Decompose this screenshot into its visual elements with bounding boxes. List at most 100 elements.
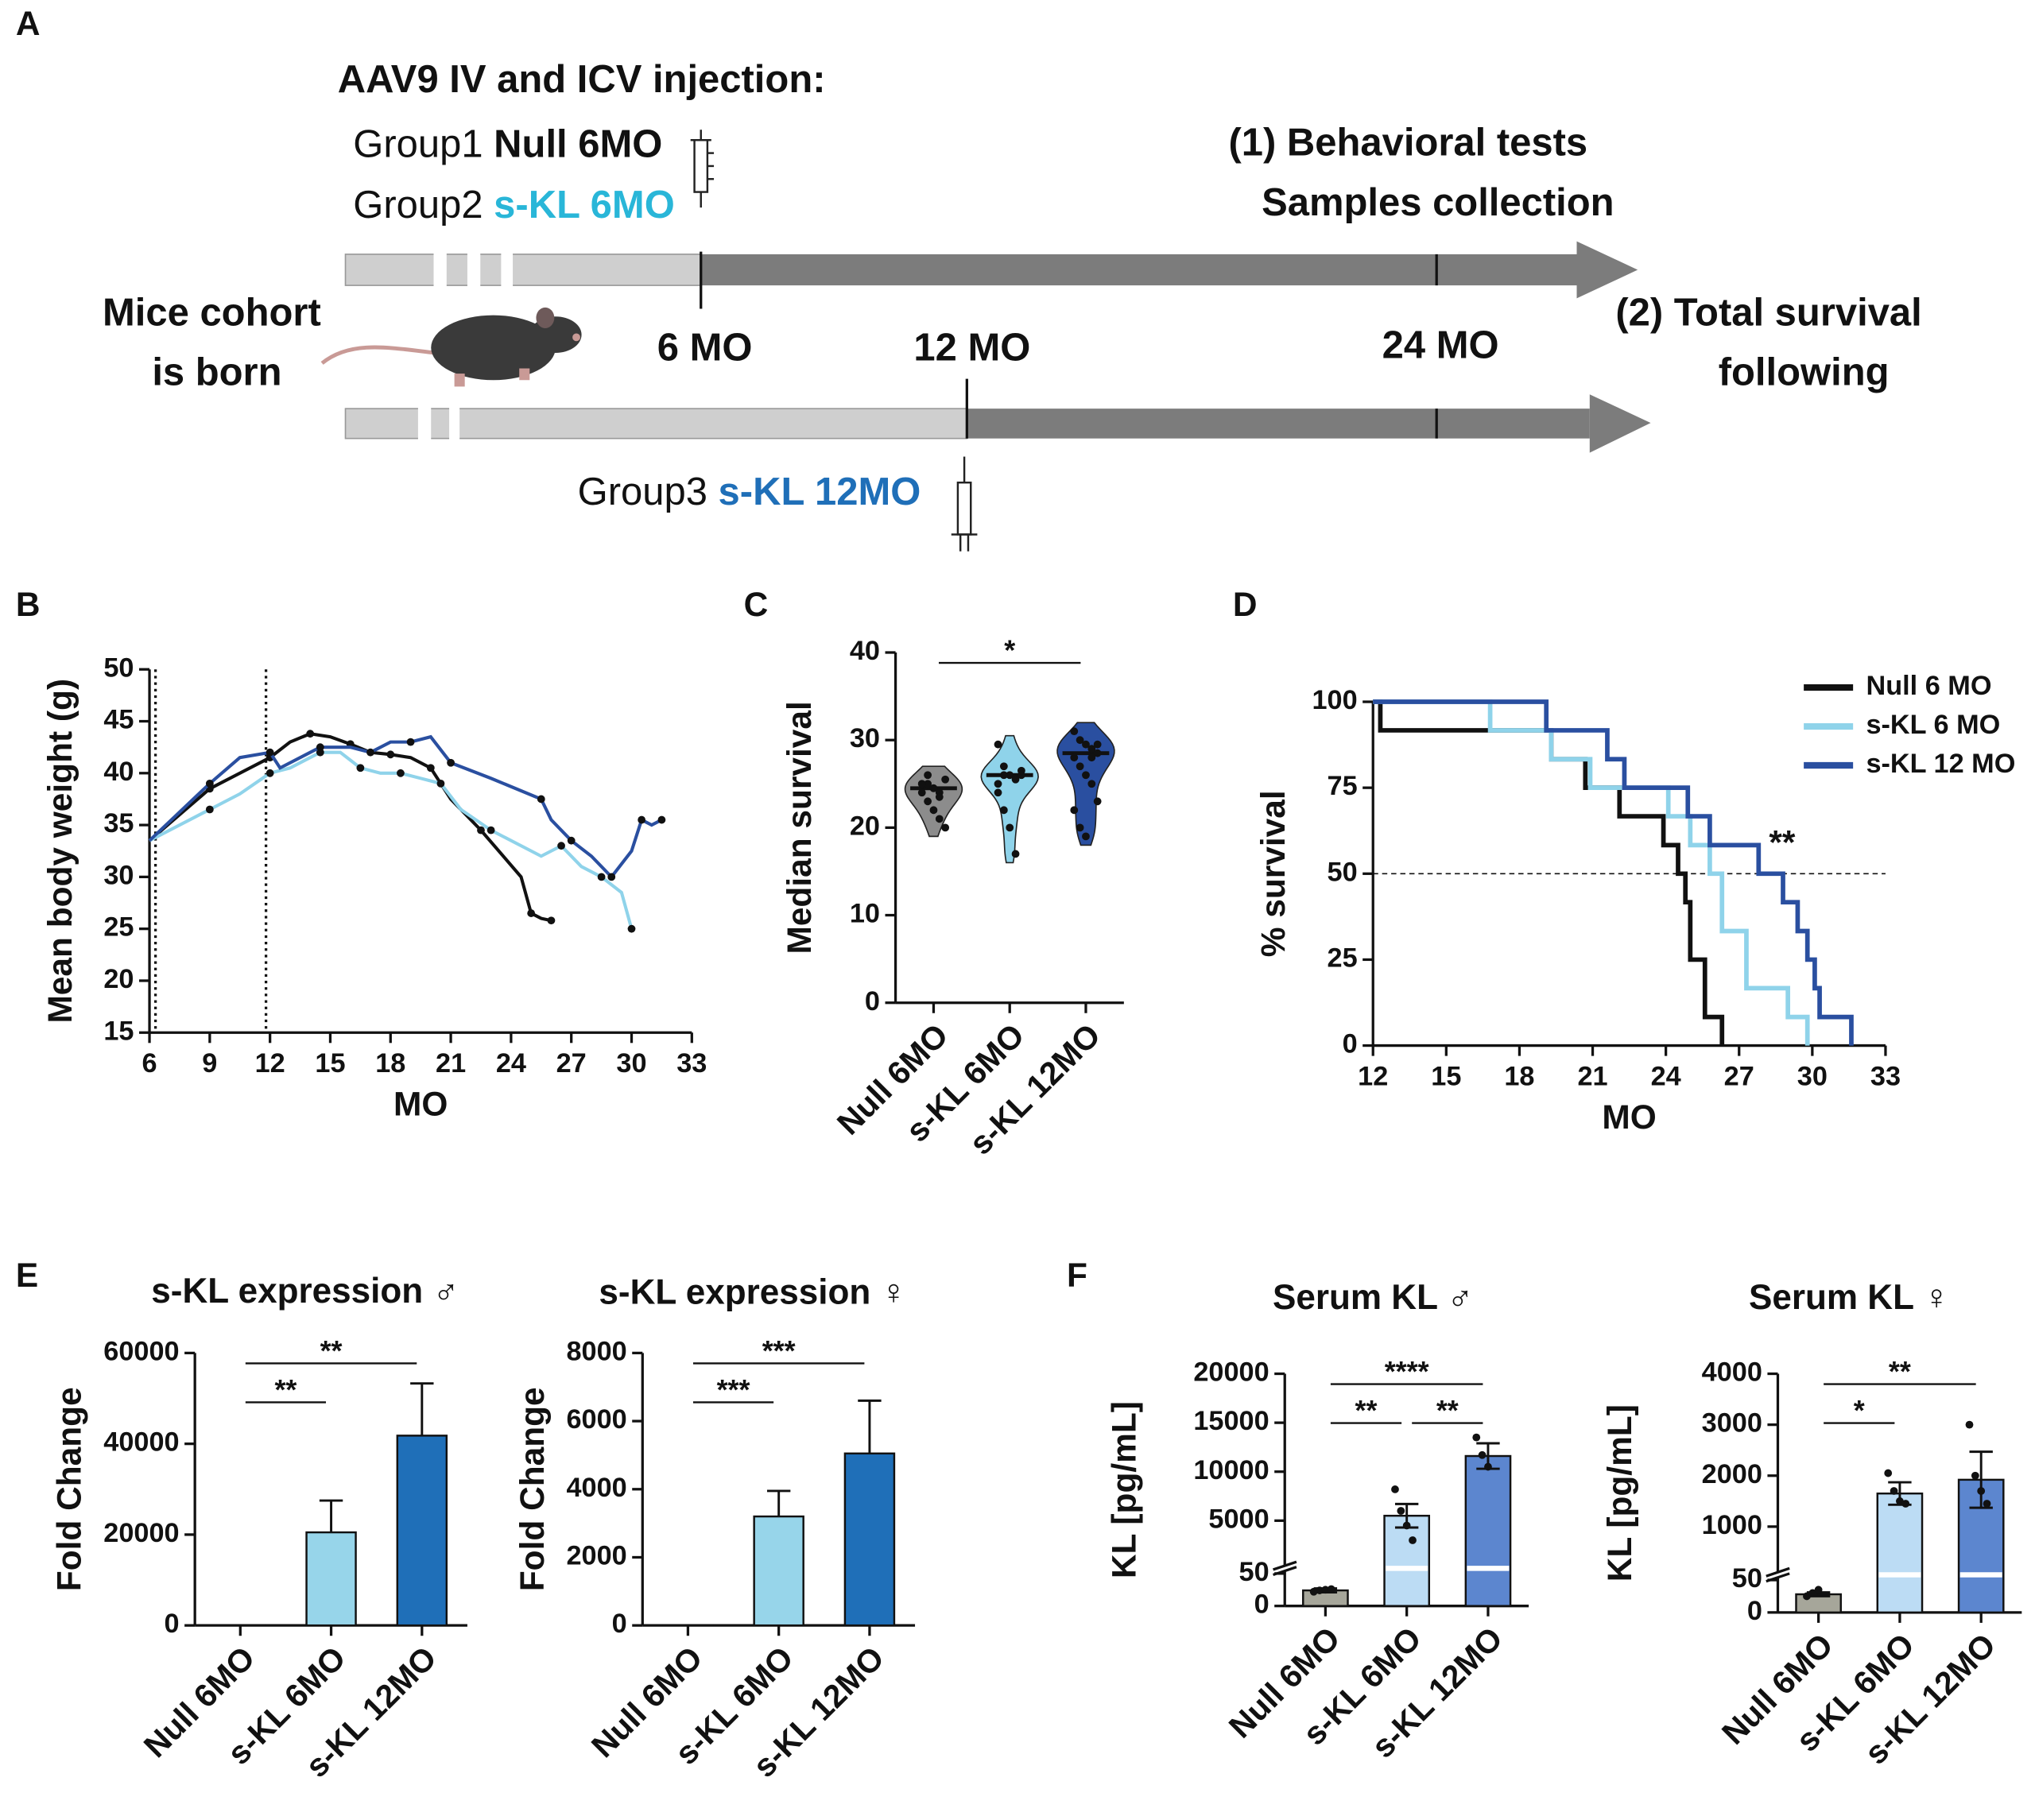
- timeline-bar: [967, 409, 1590, 439]
- mouse-icon: [320, 307, 582, 387]
- syringe: [951, 456, 978, 552]
- x-tick-label: 12: [1358, 1061, 1388, 1091]
- data-point: [1803, 1592, 1811, 1601]
- group-label: Group2 s-KL 6MO: [353, 184, 674, 227]
- series-line: [148, 734, 663, 880]
- timeline-bar: [344, 408, 968, 440]
- data-point: [1070, 727, 1079, 736]
- x-tick-label: 15: [1431, 1061, 1461, 1091]
- group-label: Group1 Null 6MO: [353, 122, 662, 165]
- data-point: [356, 764, 365, 773]
- series-line: [149, 750, 634, 930]
- bar: [843, 1452, 896, 1627]
- data-point: [1472, 1433, 1481, 1442]
- series-line: [1373, 699, 1854, 1046]
- data-point: [1093, 749, 1102, 757]
- panel-label: D: [1233, 586, 1258, 623]
- data-point: [386, 750, 395, 759]
- legend-label: s-KL 6 MO: [1866, 710, 2000, 740]
- y-tick-label: 50: [1328, 857, 1358, 887]
- timeline-diagram: AAV9 IV and ICV injection: Group1 Null 6…: [103, 58, 1922, 552]
- x-tick-label: 30: [1797, 1061, 1828, 1091]
- y-tick-label: 3000: [1702, 1408, 1762, 1439]
- data-point: [607, 873, 616, 881]
- group-prefix: Group1: [353, 122, 483, 165]
- data-point: [1070, 753, 1079, 762]
- violin: [980, 734, 1039, 864]
- y-tick-label: 4000: [566, 1473, 626, 1503]
- data-point: [1977, 1487, 1986, 1495]
- timeline-title: AAV9 IV and ICV injection:: [338, 58, 826, 101]
- panel-label: C: [744, 586, 769, 623]
- start-label: Mice cohort: [103, 292, 321, 335]
- x-tick-label: 33: [676, 1048, 707, 1078]
- data-point: [638, 815, 646, 824]
- y-tick-label: 20: [850, 811, 880, 841]
- y-axis-label: Fold Change: [514, 1387, 551, 1591]
- start-label: is born: [152, 351, 281, 394]
- data-point: [397, 769, 405, 777]
- y-axis-label: KL [pg/mL]: [1601, 1404, 1638, 1582]
- x-tick-label: 9: [202, 1048, 217, 1078]
- outcome-label: (1) Behavioral tests: [1228, 122, 1587, 165]
- y-tick-label: 0: [612, 1609, 627, 1639]
- data-point: [1316, 1586, 1324, 1594]
- timeline-gap: [501, 251, 514, 288]
- data-point: [486, 826, 495, 834]
- y-axis-label: Mean body weight (g): [41, 679, 79, 1024]
- y-tick-label: 45: [103, 705, 134, 735]
- data-point: [1082, 740, 1090, 749]
- group-label: Group3 s-KL 12MO: [578, 470, 921, 513]
- axis-break: [1273, 1560, 1297, 1571]
- timeline-bar: [700, 254, 1583, 286]
- y-tick-label: 8000: [566, 1336, 626, 1366]
- data-point: [366, 748, 374, 757]
- panel-label: A: [16, 5, 41, 42]
- y-tick-label: 40000: [103, 1427, 179, 1458]
- x-tick-label: 6: [142, 1048, 157, 1078]
- data-point: [1808, 1589, 1817, 1597]
- timeline-gap: [467, 251, 481, 288]
- bar: [1876, 1492, 1924, 1614]
- y-axis-label: KL [pg/mL]: [1105, 1401, 1142, 1578]
- data-point: [537, 795, 545, 804]
- timeline-bar: [344, 254, 702, 286]
- x-tick-label: 27: [556, 1048, 587, 1078]
- y-tick-label: 20000: [103, 1518, 179, 1548]
- data-point: [994, 740, 1002, 749]
- panel-label: E: [16, 1257, 38, 1294]
- timeline-gap: [449, 405, 460, 441]
- violin: [904, 765, 963, 838]
- chart-title: s-KL expression ♂: [151, 1272, 459, 1311]
- data-point: [1409, 1536, 1417, 1544]
- y-tick-label: 50: [1732, 1563, 1762, 1593]
- y-tick-label: 30: [103, 860, 134, 890]
- significance-label: **: [274, 1374, 297, 1406]
- y-tick-label: 4000: [1702, 1357, 1762, 1388]
- data-point: [935, 815, 944, 823]
- x-tick-label: 15: [315, 1048, 345, 1078]
- panel-label: F: [1067, 1257, 1087, 1294]
- y-tick-label: 0: [865, 986, 880, 1016]
- group-name: s-KL 12MO: [719, 470, 921, 513]
- bar: [1464, 1454, 1512, 1607]
- series-line: [148, 732, 552, 923]
- outcome-label: following: [1719, 351, 1890, 394]
- y-tick-label: 0: [1343, 1029, 1358, 1059]
- x-tick-label: 24: [1651, 1061, 1681, 1091]
- data-point: [426, 764, 435, 773]
- y-tick-label: 20000: [1193, 1357, 1269, 1388]
- data-point: [1082, 832, 1090, 841]
- y-tick-label: 2000: [1702, 1459, 1762, 1489]
- data-point: [1327, 1585, 1335, 1593]
- data-point: [1814, 1586, 1823, 1594]
- y-tick-label: 40: [850, 636, 880, 666]
- data-point: [1896, 1497, 1904, 1505]
- significance-label: ***: [717, 1374, 750, 1406]
- significance-label: **: [1436, 1395, 1459, 1427]
- x-tick-label: 27: [1724, 1061, 1754, 1091]
- timeline-gap: [417, 405, 432, 441]
- data-point: [1087, 753, 1096, 762]
- y-tick-label: 2000: [566, 1541, 626, 1571]
